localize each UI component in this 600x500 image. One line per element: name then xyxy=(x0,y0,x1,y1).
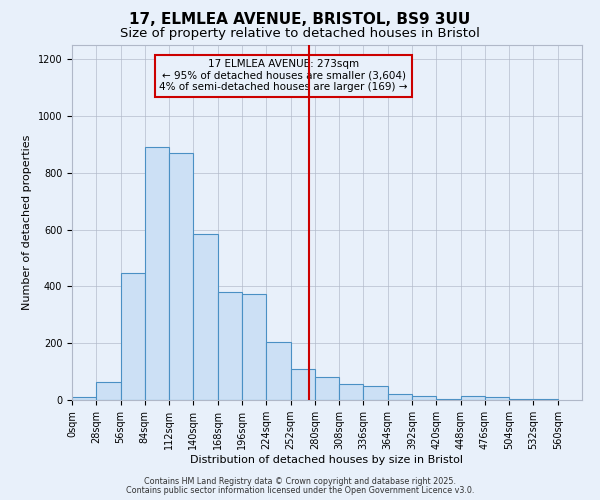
Text: Contains public sector information licensed under the Open Government Licence v3: Contains public sector information licen… xyxy=(126,486,474,495)
Bar xyxy=(218,292,242,400)
Bar xyxy=(436,398,461,400)
Bar xyxy=(242,294,266,400)
Bar xyxy=(388,394,412,400)
Bar xyxy=(193,234,218,400)
X-axis label: Distribution of detached houses by size in Bristol: Distribution of detached houses by size … xyxy=(191,455,464,465)
Bar xyxy=(145,147,169,400)
Bar xyxy=(290,369,315,400)
Text: 17, ELMLEA AVENUE, BRISTOL, BS9 3UU: 17, ELMLEA AVENUE, BRISTOL, BS9 3UU xyxy=(130,12,470,28)
Bar xyxy=(412,396,436,400)
Bar xyxy=(315,378,339,400)
Bar xyxy=(339,384,364,400)
Bar xyxy=(169,153,193,400)
Text: Contains HM Land Registry data © Crown copyright and database right 2025.: Contains HM Land Registry data © Crown c… xyxy=(144,478,456,486)
Text: 17 ELMLEA AVENUE: 273sqm
← 95% of detached houses are smaller (3,604)
4% of semi: 17 ELMLEA AVENUE: 273sqm ← 95% of detach… xyxy=(160,59,408,92)
Bar xyxy=(121,273,145,400)
Bar xyxy=(364,386,388,400)
Y-axis label: Number of detached properties: Number of detached properties xyxy=(22,135,32,310)
Text: Size of property relative to detached houses in Bristol: Size of property relative to detached ho… xyxy=(120,28,480,40)
Bar xyxy=(485,396,509,400)
Bar xyxy=(72,397,96,400)
Bar xyxy=(96,382,121,400)
Bar xyxy=(461,396,485,400)
Bar xyxy=(266,342,290,400)
